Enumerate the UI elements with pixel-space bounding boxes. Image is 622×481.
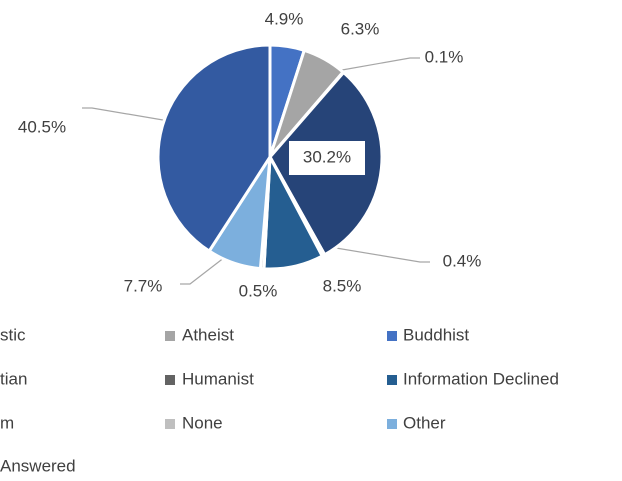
leader-line — [82, 107, 164, 121]
data-label: 8.5% — [323, 276, 362, 295]
data-label: 0.4% — [443, 251, 482, 270]
legend-label: Answered — [0, 456, 76, 475]
leader-line — [323, 245, 430, 263]
data-label: 30.2% — [303, 147, 351, 166]
legend-marker — [165, 375, 175, 385]
legend-marker — [387, 375, 397, 385]
pie-slice — [156, 43, 272, 254]
legend-label: Buddhist — [403, 325, 469, 344]
legend-label: None — [182, 413, 223, 432]
legend-label: tian — [0, 369, 27, 388]
legend-marker — [387, 331, 397, 341]
data-label: 4.9% — [265, 9, 304, 28]
legend-label: Other — [403, 413, 446, 432]
legend-marker — [387, 419, 397, 429]
legend-label: stic — [0, 325, 26, 344]
legend-marker — [165, 419, 175, 429]
data-label: 6.3% — [341, 19, 380, 38]
legend-label: Humanist — [182, 369, 254, 388]
data-label: 7.7% — [124, 276, 163, 295]
data-label: 0.5% — [239, 281, 278, 300]
label-box — [289, 141, 365, 175]
legend-marker — [165, 331, 175, 341]
data-label: 40.5% — [18, 117, 66, 136]
leader-line — [341, 57, 420, 71]
legend-label: Information Declined — [403, 369, 559, 388]
legend-label: Atheist — [182, 325, 234, 344]
legend-label: m — [0, 413, 14, 432]
data-label: 0.1% — [425, 47, 464, 66]
leader-line — [180, 256, 226, 285]
leader-lines — [82, 57, 430, 285]
